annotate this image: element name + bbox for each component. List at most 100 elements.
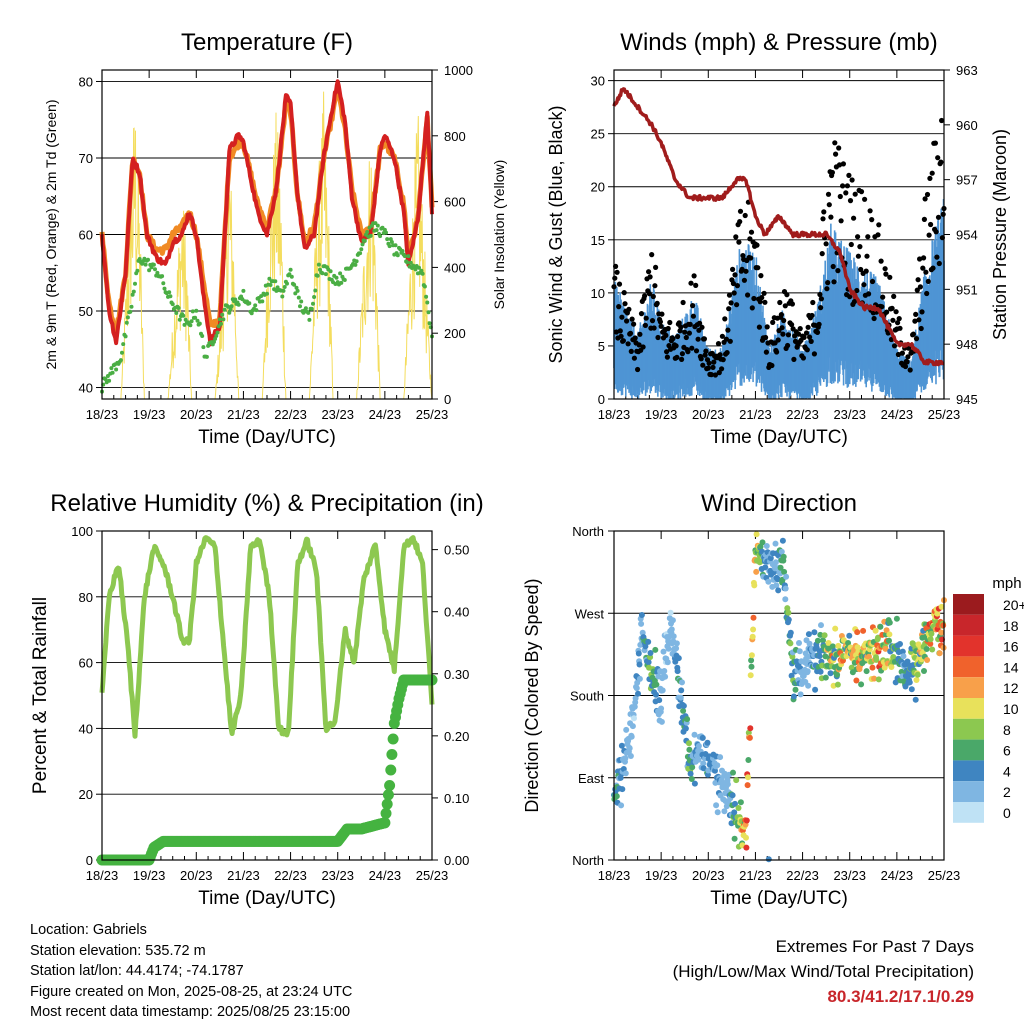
dewpoint-point: [268, 283, 273, 287]
direction-point: [762, 564, 769, 571]
direction-point: [684, 716, 691, 723]
direction-point: [628, 733, 635, 740]
direction-point: [679, 679, 685, 686]
direction-point: [689, 764, 696, 771]
gust-point: [700, 362, 706, 368]
dewpoint-point: [131, 289, 136, 294]
extremes-title: Extremes For Past 7 Days: [775, 937, 974, 956]
direction-point: [744, 782, 751, 789]
dewpoint-point: [233, 297, 238, 302]
dewpoint-point: [408, 260, 413, 265]
gust-point: [887, 274, 893, 280]
gust-point: [797, 326, 803, 332]
gust-point: [782, 303, 788, 309]
gust-point: [833, 151, 839, 157]
dewpoint-point: [109, 366, 114, 371]
gust-point: [678, 324, 684, 330]
direction-point: [875, 676, 882, 683]
dewpoint-point: [354, 259, 359, 264]
x-axis-label: Time (Day/UTC): [198, 427, 336, 448]
direction-point: [936, 650, 943, 657]
legend-swatch: [953, 677, 984, 698]
direction-point: [923, 646, 930, 652]
gust-point: [818, 305, 824, 311]
direction-point: [783, 573, 790, 580]
direction-series: [611, 531, 947, 863]
dewpoint-point: [259, 294, 264, 299]
gust-point: [756, 324, 763, 330]
dewpoint-point: [373, 221, 378, 226]
gust-point: [875, 232, 881, 238]
direction-point: [834, 671, 841, 678]
y-axis-label: Direction (Colored By Speed): [522, 578, 542, 812]
dewpoint-point: [107, 378, 112, 383]
dewpoint-point: [168, 294, 173, 299]
y-tick-label: 15: [591, 233, 605, 248]
dewpoint-point: [133, 281, 137, 286]
gust-point: [698, 356, 704, 362]
direction-point: [927, 636, 934, 643]
dewpoint-point: [124, 320, 129, 325]
direction-point: [686, 746, 693, 753]
dewpoint-point: [123, 334, 128, 339]
direction-point: [913, 677, 920, 683]
direction-point: [790, 693, 797, 700]
direction-point: [938, 603, 945, 610]
direction-point: [890, 654, 897, 660]
y-tick-label: 40: [79, 381, 93, 396]
legend-swatch: [953, 781, 984, 802]
gust-point: [631, 321, 637, 327]
dewpoint-point: [307, 317, 312, 322]
dewpoint-point: [395, 253, 400, 258]
wind-direction-panel: Wind Direction 18/23 19/23 20/23 21/23 22/23 2…: [522, 490, 1024, 909]
gust-point: [646, 269, 652, 275]
chart-title: Wind Direction: [701, 490, 857, 517]
dewpoint-point: [222, 307, 227, 312]
gust-point: [710, 364, 716, 370]
gust-point: [618, 333, 624, 339]
gust-point: [702, 352, 708, 358]
dewpoint-point: [296, 295, 301, 300]
gust-point: [653, 264, 659, 270]
dewpoint-point: [299, 299, 304, 304]
dewpoint-point: [195, 318, 200, 323]
direction-point: [888, 664, 895, 670]
gust-point: [914, 287, 920, 293]
gust-point: [720, 357, 726, 363]
direction-point: [647, 650, 654, 656]
dewpoint-point: [287, 272, 292, 277]
gust-point: [726, 292, 733, 298]
direction-point: [680, 702, 687, 709]
dewpoint-point: [189, 319, 194, 324]
gust-point: [804, 347, 810, 353]
gust-point: [923, 269, 929, 275]
gust-point: [871, 315, 877, 322]
direction-point: [658, 718, 665, 725]
gust-point: [693, 282, 699, 288]
extremes-box: Extremes For Past 7 Days (High/Low/Max W…: [673, 934, 974, 1009]
gust-point: [912, 318, 918, 324]
dewpoint-point: [146, 257, 150, 262]
dewpoint-point: [358, 251, 363, 256]
gust-point: [878, 258, 884, 264]
gust-point: [814, 329, 821, 335]
gust-point: [848, 241, 854, 248]
gust-point: [778, 312, 785, 318]
direction-point: [929, 646, 936, 653]
direction-point: [792, 686, 799, 693]
dewpoint-point: [368, 233, 373, 238]
y-right-tick-label: 0: [444, 392, 451, 407]
dewpoint-point: [374, 228, 379, 233]
gust-point: [723, 336, 730, 342]
direction-point: [866, 653, 872, 660]
gust-point: [792, 333, 798, 339]
direction-point: [818, 622, 824, 629]
direction-point: [714, 762, 721, 769]
x-tick-label: 25/23: [416, 407, 449, 422]
direction-point: [673, 640, 680, 647]
gust-point: [907, 367, 913, 373]
gust-point: [763, 334, 769, 341]
gust-point: [828, 214, 834, 220]
direction-point: [618, 802, 625, 809]
direction-point: [629, 723, 636, 730]
